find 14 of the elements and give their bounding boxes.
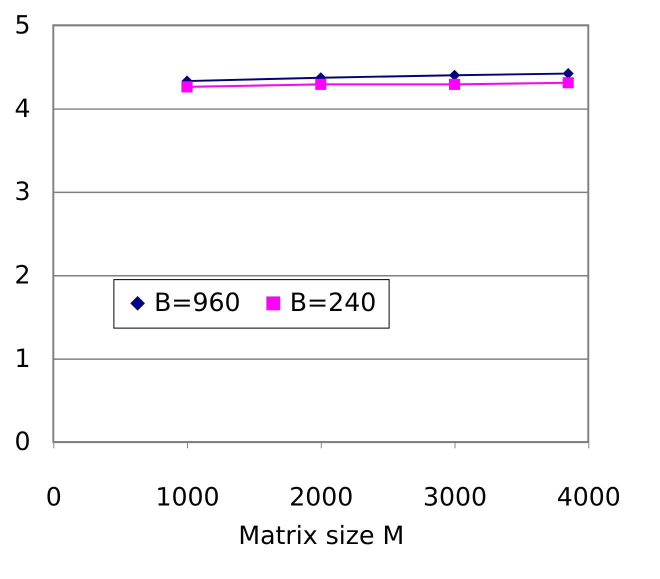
legend-label: B=240 bbox=[290, 288, 376, 318]
x-tick-label: 3000 bbox=[422, 482, 488, 512]
x-tick-label: 1000 bbox=[155, 482, 220, 512]
legend-label: B=960 bbox=[154, 288, 241, 318]
x-axis-title: Matrix size M bbox=[238, 521, 404, 550]
y-tick-label: 4 bbox=[14, 94, 31, 123]
x-tick-label: 0 bbox=[46, 482, 62, 512]
y-tick-label: 2 bbox=[14, 260, 31, 290]
y-tick-label: 5 bbox=[14, 10, 31, 40]
x-tick-label: 2000 bbox=[289, 482, 354, 512]
y-tick-label: 0 bbox=[14, 427, 31, 456]
y-tick-label: 1 bbox=[14, 344, 31, 373]
x-tick-label: 4000 bbox=[556, 482, 621, 512]
y-tick-label: 3 bbox=[14, 177, 31, 206]
